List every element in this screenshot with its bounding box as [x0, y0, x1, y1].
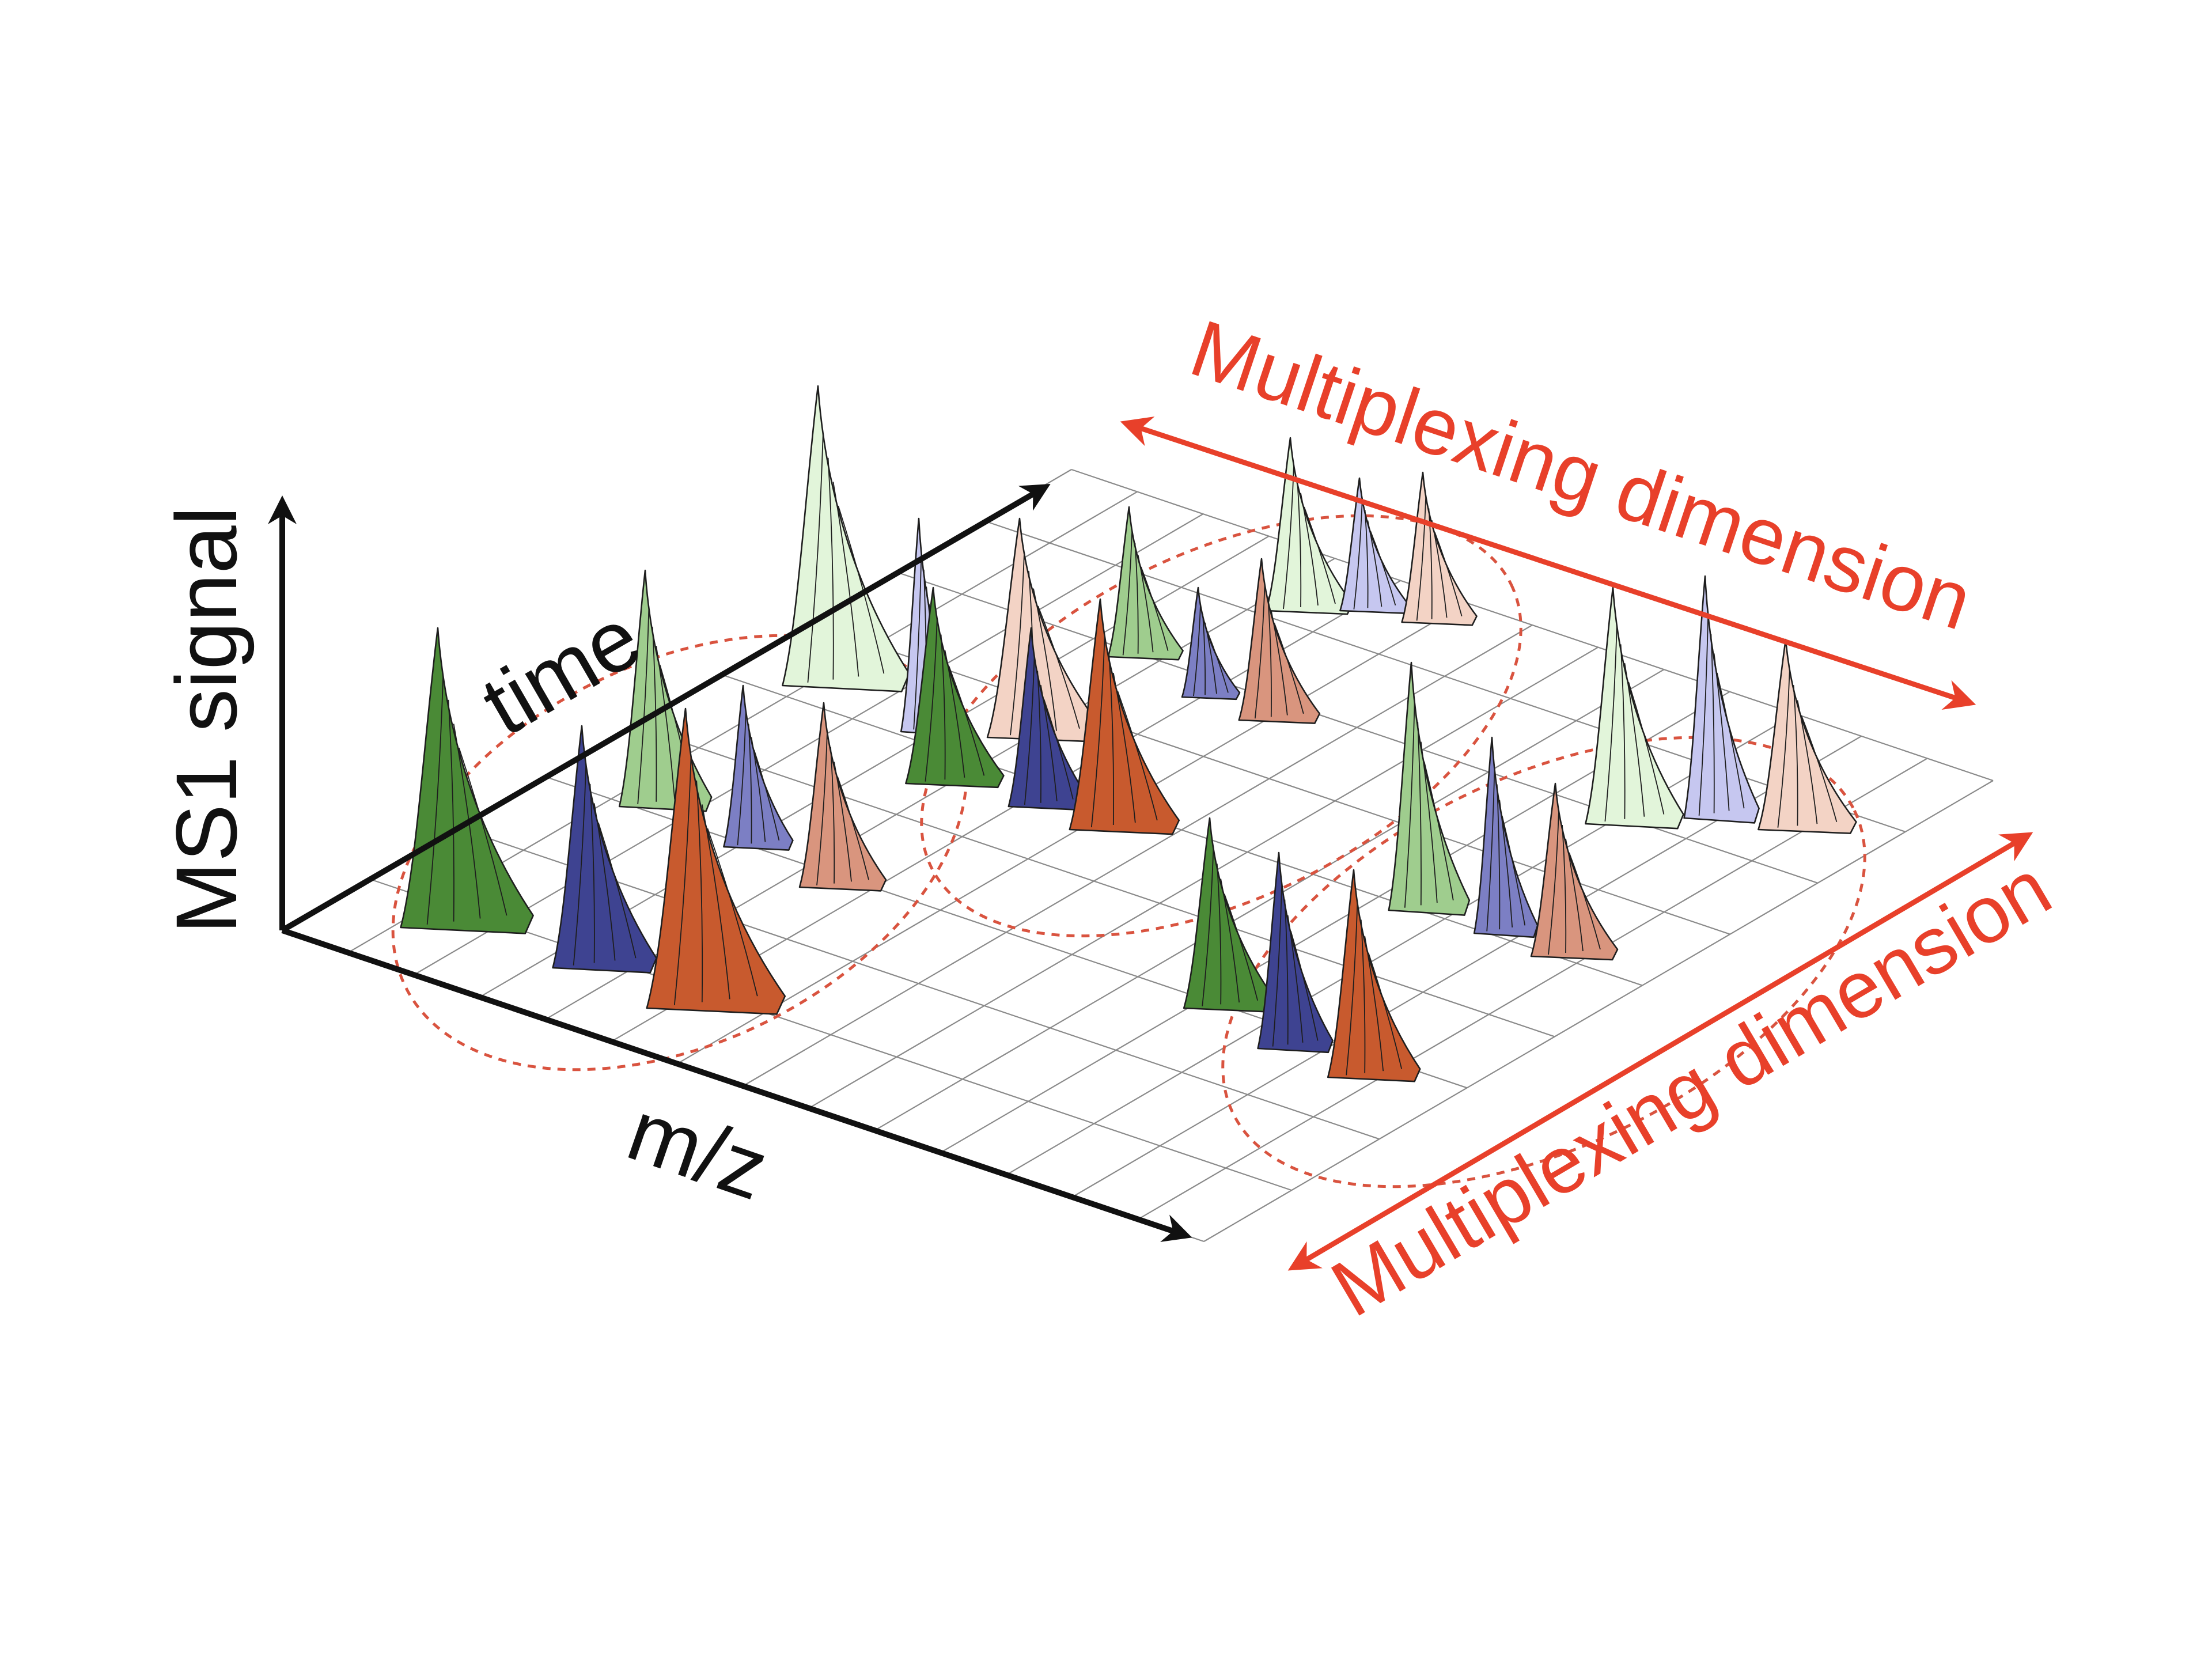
peak-ridge	[1037, 605, 1080, 729]
grid-line	[896, 571, 1818, 884]
peak-ridge	[753, 749, 780, 841]
peak-ridge	[1090, 635, 1105, 828]
peak-body	[1388, 661, 1471, 916]
peak-body	[646, 707, 786, 1015]
time-axis	[281, 483, 1051, 933]
peak-body	[986, 517, 1104, 743]
peak-ridge	[589, 783, 595, 963]
peak-ridge	[834, 762, 852, 882]
multiplexing-arrow-bottom	[1287, 832, 2033, 1271]
peak-ridge	[1108, 654, 1115, 826]
peak-ridge	[1024, 656, 1035, 805]
peak-body	[798, 702, 887, 892]
multiplexing-arrow-top	[1120, 416, 1976, 710]
peak-ridge	[751, 737, 766, 842]
peak-ridge	[673, 756, 692, 1005]
peak-dark-green	[1183, 817, 1277, 1013]
peak-dark-blue	[1007, 627, 1090, 811]
peak-ridge	[1202, 848, 1214, 1006]
peak-mid-green	[1107, 506, 1184, 661]
peak-ridge	[701, 804, 730, 1000]
peak-body	[1257, 851, 1334, 1054]
peak-ridge	[656, 646, 676, 800]
peak-dark-blue	[552, 725, 657, 974]
peak-ridge	[1112, 672, 1136, 823]
peak-ridge	[748, 724, 752, 844]
grid-line	[874, 669, 1665, 1131]
peak-ridge	[737, 711, 747, 846]
peak-ridge	[1216, 864, 1222, 1005]
peak-body	[782, 385, 910, 692]
peak-ridge	[593, 803, 616, 961]
peak-dark-orange	[646, 707, 786, 1015]
peak-mid-blue	[1473, 736, 1539, 938]
peak-ridge	[1797, 700, 1818, 824]
peak-mid-blue	[723, 684, 794, 851]
peak-dark-orange	[1069, 598, 1180, 835]
axes	[268, 483, 1192, 1242]
peak-light-pink	[1758, 638, 1857, 834]
peak-ridge	[597, 822, 637, 959]
peak-ridge	[913, 552, 922, 730]
peak-ridge	[1801, 715, 1838, 823]
peak-ridge	[1220, 879, 1240, 1003]
peak-ridge	[1040, 685, 1058, 801]
peak-light-green	[1265, 437, 1354, 615]
peak-ridge	[448, 699, 454, 922]
peak-ridge	[830, 747, 835, 884]
peak-body	[552, 725, 657, 974]
peak-ridge	[832, 482, 859, 677]
peak-mid-green	[1388, 661, 1471, 916]
peak-ridge	[573, 764, 587, 966]
peak-light-pink	[986, 517, 1104, 743]
grid-line	[1071, 468, 1994, 782]
peak-ridge	[837, 776, 869, 880]
peak-light-green	[1585, 586, 1684, 830]
peak-body	[400, 627, 534, 934]
peak-ridge	[940, 634, 946, 780]
peak-ridge	[1224, 894, 1259, 1001]
peak-mid-orange	[798, 702, 887, 892]
peak-ridge	[807, 434, 824, 683]
y-axis-label: MS1 signal	[158, 506, 255, 934]
peak-ridge	[458, 747, 507, 916]
peak-body	[1401, 471, 1478, 626]
peak-ridge	[948, 665, 985, 776]
peak-body	[1585, 586, 1684, 830]
peak-dark-blue	[1257, 851, 1334, 1054]
peak-body	[723, 684, 794, 851]
peak-ridge	[1037, 671, 1041, 803]
peak-ridge	[1010, 553, 1025, 736]
peak-body	[1758, 638, 1857, 834]
peak-ridge	[1272, 884, 1283, 1047]
peak-body	[905, 586, 1005, 789]
peak-ridge	[707, 828, 758, 997]
peak-ridge	[944, 650, 965, 778]
peak-ridge	[816, 732, 828, 885]
peak-light-pink	[1401, 471, 1478, 626]
peak-body	[1107, 506, 1184, 661]
mz-axis	[281, 927, 1192, 1242]
peak-body	[1473, 736, 1539, 938]
peak-ridge	[1043, 699, 1074, 800]
peak-ridge	[696, 780, 703, 1002]
peak-ridge	[426, 676, 444, 925]
peak-body	[1069, 598, 1180, 835]
peak-body	[1183, 817, 1277, 1013]
peak-light-green	[782, 385, 910, 692]
peak-ridge	[637, 608, 650, 804]
peak-body	[1265, 437, 1354, 615]
peak-dark-green	[905, 586, 1005, 789]
multiplexing-label-bottom: Multiplexing dimension	[1316, 842, 2065, 1334]
peak-ridge	[1033, 588, 1057, 731]
grid-line	[414, 513, 1204, 976]
peak-ridge	[925, 619, 938, 782]
mz-axis-label: m/z	[616, 1081, 779, 1218]
peak-ridge	[827, 457, 834, 680]
